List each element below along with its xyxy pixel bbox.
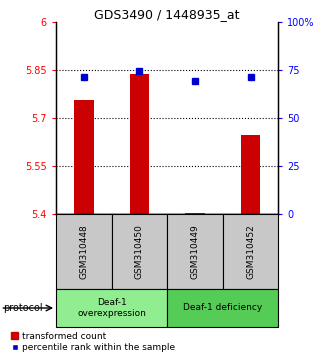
Title: GDS3490 / 1448935_at: GDS3490 / 1448935_at — [94, 8, 240, 21]
Bar — [223, 214, 278, 289]
Bar — [112, 214, 167, 289]
Bar — [167, 214, 223, 289]
Bar — [130, 74, 149, 214]
Bar — [56, 289, 167, 327]
Text: GSM310449: GSM310449 — [190, 224, 199, 279]
Text: GSM310448: GSM310448 — [79, 224, 88, 279]
Text: protocol: protocol — [3, 303, 43, 313]
Bar — [56, 214, 112, 289]
Legend: transformed count, percentile rank within the sample: transformed count, percentile rank withi… — [11, 331, 175, 352]
Bar — [74, 100, 93, 214]
Text: GSM310450: GSM310450 — [135, 224, 144, 279]
Bar — [241, 135, 260, 214]
Text: Deaf-1
overexpression: Deaf-1 overexpression — [77, 298, 146, 318]
Text: GSM310452: GSM310452 — [246, 224, 255, 279]
Text: Deaf-1 deficiency: Deaf-1 deficiency — [183, 303, 262, 313]
Bar — [167, 289, 278, 327]
Bar — [185, 213, 205, 214]
